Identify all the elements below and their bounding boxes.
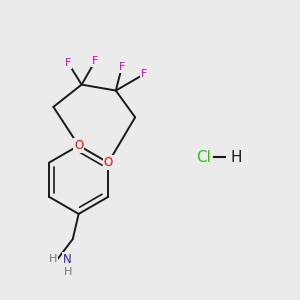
Text: F: F	[92, 56, 98, 66]
Text: O: O	[103, 156, 113, 169]
Text: O: O	[74, 139, 83, 152]
Text: H: H	[64, 268, 72, 278]
Text: N: N	[63, 253, 72, 266]
Text: H: H	[230, 150, 242, 165]
Text: F: F	[118, 62, 125, 72]
Text: F: F	[65, 58, 71, 68]
Text: H: H	[49, 254, 58, 264]
Text: F: F	[141, 69, 147, 79]
Text: Cl: Cl	[196, 150, 211, 165]
